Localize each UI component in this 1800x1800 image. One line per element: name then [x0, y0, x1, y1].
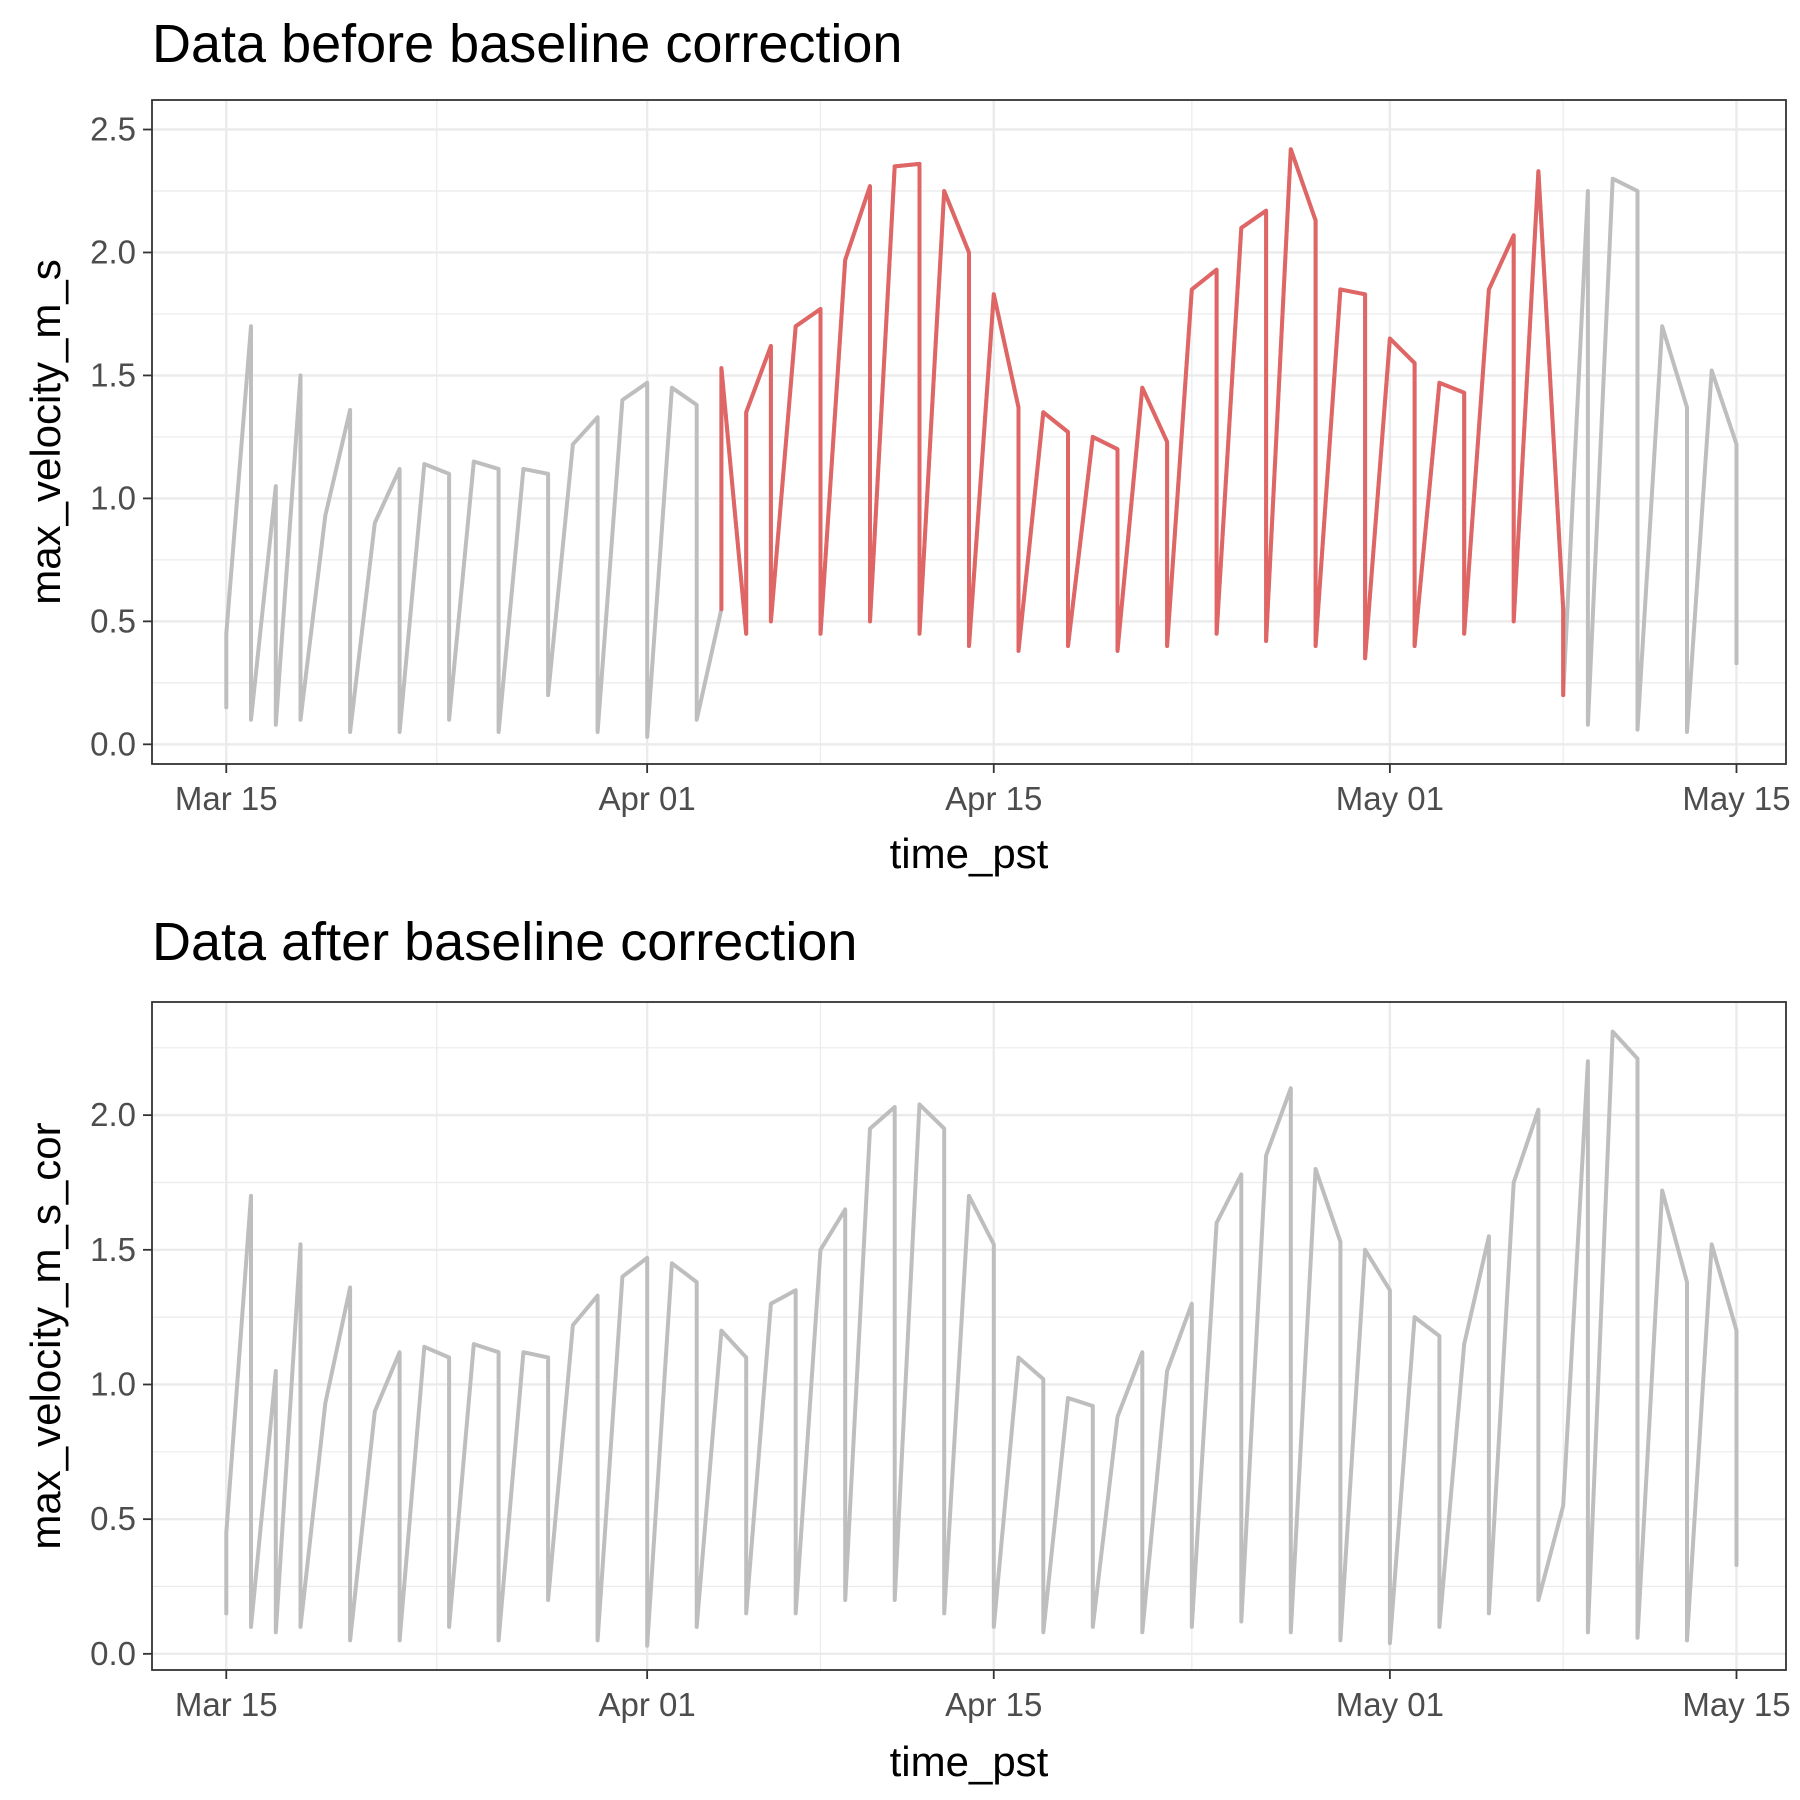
- x-axis: Mar 15 Apr 01 Apr 15 May 01 May 15: [175, 1670, 1791, 1723]
- chart-after-correction: Data after baseline correction 0.0 0.5 1.0…: [22, 912, 1791, 1785]
- y-axis: 0.0 0.5 1.0 1.5 2.0 2.5: [90, 111, 152, 762]
- y-tick-label: 2.5: [90, 111, 136, 148]
- y-tick-label: 2.0: [90, 1096, 136, 1133]
- y-tick-label: 0.0: [90, 1635, 136, 1672]
- data-lines: [224, 1029, 1739, 1648]
- highlight-line: [719, 147, 1566, 698]
- series-line: [224, 1029, 1739, 1648]
- x-tick-label: Mar 15: [175, 1686, 278, 1723]
- chart-title: Data after baseline correction: [152, 912, 857, 972]
- y-axis-title: max_velocity_m_s_cor: [22, 1122, 69, 1549]
- x-axis: Mar 15 Apr 01 Apr 15 May 01 May 15: [175, 764, 1791, 817]
- y-axis-title: max_velocity_m_s: [22, 259, 69, 604]
- y-tick-label: 1.0: [90, 479, 136, 516]
- x-tick-label: May 15: [1682, 1686, 1790, 1723]
- panel-border: [151, 1001, 1787, 1671]
- x-tick-label: Mar 15: [175, 780, 278, 817]
- plot-panel: [152, 1002, 1786, 1670]
- y-tick-label: 0.5: [90, 1500, 136, 1537]
- x-tick-label: May 01: [1336, 780, 1444, 817]
- y-tick-label: 1.5: [90, 356, 136, 393]
- y-tick-label: 2.0: [90, 233, 136, 270]
- x-tick-label: Apr 01: [599, 780, 696, 817]
- y-tick-label: 0.0: [90, 725, 136, 762]
- x-tick-label: Apr 15: [945, 780, 1042, 817]
- chart-title: Data before baseline correction: [152, 14, 902, 74]
- x-axis-title: time_pst: [890, 1738, 1049, 1785]
- x-tick-label: May 01: [1336, 1686, 1444, 1723]
- chart-before-correction: Data before baseline correction 0.0 0.5 1.…: [22, 14, 1791, 877]
- panel-border: [151, 99, 1787, 765]
- x-axis-title: time_pst: [890, 830, 1049, 877]
- y-tick-label: 0.5: [90, 602, 136, 639]
- y-tick-label: 1.0: [90, 1365, 136, 1402]
- y-axis: 0.0 0.5 1.0 1.5 2.0: [90, 1096, 152, 1672]
- y-tick-label: 1.5: [90, 1231, 136, 1268]
- data-lines: [224, 147, 1739, 739]
- x-tick-label: Apr 01: [599, 1686, 696, 1723]
- x-tick-label: May 15: [1682, 780, 1790, 817]
- x-tick-label: Apr 15: [945, 1686, 1042, 1723]
